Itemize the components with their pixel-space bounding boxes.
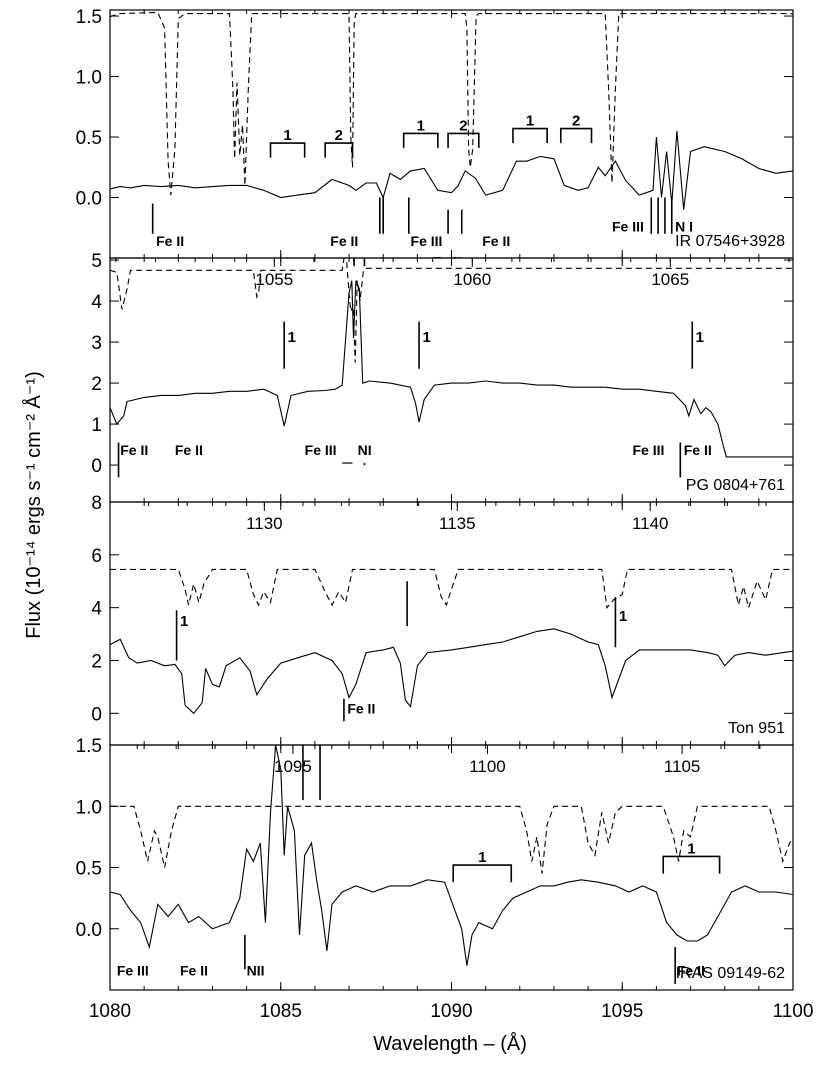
- top-tick-label: 1130: [246, 514, 283, 533]
- ion-label: Fe III: [305, 442, 337, 458]
- top-tick-label: 1060: [453, 270, 491, 289]
- top-tick-label: 1065: [651, 270, 689, 289]
- ion-label: N I: [675, 218, 693, 234]
- y-tick-label: 4: [91, 292, 102, 313]
- x-tick-label: 1080: [89, 1001, 131, 1022]
- panels-layer: 0.0 0.5 1.0 1.5 1 2 1 2 1 2 Fe II Fe II Fe III Fe II F…: [76, 7, 814, 1022]
- bracket-label: 2: [459, 117, 467, 134]
- ion-label: Fe II: [482, 233, 510, 249]
- spectrum-line: [110, 280, 793, 458]
- y-tick-label: 1.5: [76, 736, 102, 757]
- spectrum-line: [110, 130, 793, 210]
- panel-p3: 0 2 4 6 8 1130 1135 1140 1 1 Fe II Ton 951: [91, 493, 794, 746]
- y-tick-label: 1: [91, 415, 102, 436]
- ion-label: NI: [358, 442, 372, 458]
- component-bracket: [512, 127, 548, 144]
- bracket-label: 1: [417, 117, 425, 134]
- ion-label: Fe III: [632, 442, 664, 458]
- panel-p4: 0.0 0.5 1.0 1.5 1095 1100 1105 1 1 Fe III Fe II NII…: [76, 736, 814, 1022]
- object-name: IRAS 09149-62: [676, 965, 786, 982]
- ion-label: Fe II: [433, 253, 461, 269]
- component-bracket: [662, 855, 721, 874]
- panel-p1: 0.0 0.5 1.0 1.5 1 2 1 2 1 2 Fe II Fe II Fe III Fe II F…: [76, 7, 794, 269]
- model-dashed-line: [110, 11, 793, 196]
- y-tick-label: 0: [91, 704, 102, 725]
- model-dashed-line: [110, 568, 793, 610]
- ion-label: 1: [288, 329, 296, 346]
- panel-frame: [109, 744, 794, 991]
- panel-p2: 0 1 2 3 4 5 1055 1060 1065 1 1 1 Fe II Fe II Fe III NI F…: [91, 251, 794, 503]
- bracket-label: 2: [572, 113, 580, 130]
- y-tick-label: 0.5: [76, 859, 102, 880]
- y-tick-label: 2: [91, 651, 102, 672]
- x-tick-label: 1100: [773, 1001, 814, 1022]
- y-tick-label: 0.0: [76, 189, 102, 210]
- ion-label: 1: [422, 329, 430, 346]
- x-tick-label: 1095: [601, 1001, 643, 1022]
- y-tick-label: 1.0: [76, 797, 102, 818]
- component-bracket: [324, 142, 354, 158]
- y-tick-label: 1.0: [76, 68, 102, 89]
- plot-area: 1 1 1 Fe II Fe II Fe III NI Fe III Fe II: [110, 258, 793, 478]
- x-tick-label: 1090: [430, 1001, 472, 1022]
- y-tick-label: 0.0: [76, 920, 102, 941]
- ion-label: Fe III: [117, 962, 149, 978]
- y-tick-label: 2: [91, 374, 102, 395]
- bracket-label: 1: [283, 127, 291, 144]
- ion-label: Fe II: [677, 962, 705, 978]
- ion-label: 1: [696, 329, 704, 346]
- plot-area: 1 1 Fe II: [110, 568, 793, 722]
- y-tick-label: 0.5: [76, 128, 102, 149]
- y-tick-label: 4: [91, 599, 102, 620]
- ion-label: Fe II: [175, 442, 203, 458]
- top-tick-label: 1135: [439, 514, 476, 533]
- ion-label: Fe II: [180, 962, 208, 978]
- y-tick-label: 0: [91, 456, 102, 477]
- y-axis-title: Flux (10⁻¹⁴ ergs s⁻¹ cm⁻² Å⁻¹): [22, 371, 45, 639]
- ion-label: Fe II: [347, 700, 375, 716]
- x-tick-label: 1085: [260, 1001, 302, 1022]
- panel-frame: [109, 257, 794, 503]
- component-bracket: [559, 127, 593, 144]
- x-axis-title: Wavelength – (Å): [373, 1032, 527, 1055]
- bracket-label: 2: [335, 127, 343, 144]
- ion-label: Fe II: [120, 442, 148, 458]
- ion-label: 1: [180, 613, 188, 630]
- top-tick-label: 1055: [255, 270, 293, 289]
- top-tick-label: 1100: [469, 757, 506, 776]
- bracket-label: 1: [478, 849, 486, 866]
- top-tick-label: 1105: [664, 757, 701, 776]
- spectrum-line: [110, 745, 793, 966]
- ion-label: Fe II: [330, 233, 358, 249]
- y-tick-label: 5: [91, 251, 102, 272]
- ion-label: Fe II: [156, 233, 184, 249]
- component-bracket: [402, 132, 439, 148]
- ion-label: Fe III: [612, 218, 644, 234]
- bracket-label: 1: [687, 840, 695, 857]
- y-tick-label: 3: [91, 333, 102, 354]
- component-bracket: [447, 132, 480, 148]
- object-name: PG 0804+761: [686, 477, 785, 494]
- y-tick-label: 6: [91, 546, 102, 567]
- object-name: IR 07546+3928: [675, 233, 785, 250]
- plot-area: 1 1 Fe III Fe II NII Fe II: [110, 745, 793, 984]
- component-bracket: [452, 864, 513, 883]
- component-bracket: [269, 142, 306, 158]
- panel-frame: [109, 501, 794, 746]
- ion-label: NII: [247, 962, 265, 978]
- object-name: Ton 951: [728, 720, 785, 737]
- ion-label: Fe II: [684, 442, 712, 458]
- y-tick-label: 8: [91, 493, 102, 514]
- ion-label: 1: [619, 608, 627, 625]
- model-dashed-line: [110, 805, 793, 874]
- top-tick-label: 1140: [632, 514, 669, 533]
- spectrum-line: [110, 628, 793, 715]
- y-tick-label: 1.5: [76, 7, 102, 28]
- bracket-label: 1: [526, 113, 534, 130]
- ion-label: Fe III: [411, 233, 443, 249]
- plot-area: 1 2 1 2 1 2 Fe II Fe II Fe III Fe II Fe II Fe III N …: [110, 11, 793, 269]
